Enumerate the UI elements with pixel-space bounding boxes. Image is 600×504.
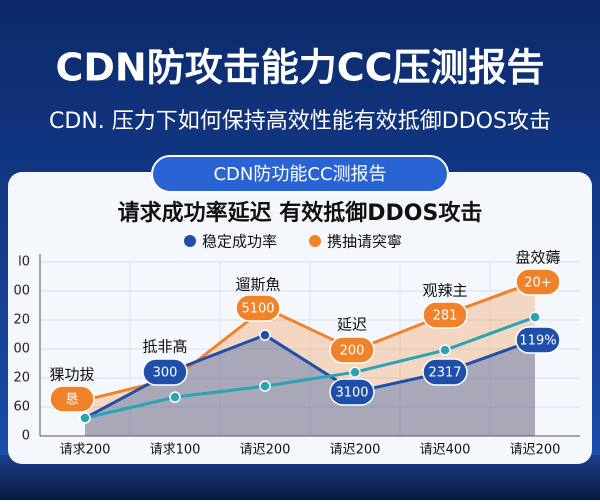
- point: [439, 344, 451, 356]
- y-tick-label: 60: [13, 400, 30, 415]
- y-tick-label: 20: [13, 313, 30, 328]
- annotation: 300: [153, 366, 178, 381]
- label-bubble: [235, 294, 281, 322]
- y-tick-label: 0: [22, 429, 30, 444]
- label-bubble: [142, 358, 188, 386]
- annotation: 恳: [65, 393, 78, 408]
- x-tick-label: 请迟400: [420, 443, 471, 458]
- y-tick-label: l0: [18, 255, 30, 270]
- line: [84, 315, 536, 420]
- badge: [151, 155, 449, 193]
- chart-title: 请求成功率延迟 有效抵御DDOS攻击: [118, 200, 483, 226]
- area: [85, 335, 535, 436]
- label-bubble: [422, 301, 468, 329]
- point: [529, 311, 541, 323]
- annotation: 200: [340, 344, 365, 359]
- x-tick-label: 请求100: [150, 443, 201, 458]
- annotation: 遛斯魚: [235, 276, 280, 294]
- annotation: 猓功拔: [49, 366, 94, 384]
- y-tick-label: 00: [13, 284, 30, 299]
- point: [349, 366, 361, 378]
- label-bubble: [49, 385, 95, 413]
- x-tick-label: 请求200: [60, 443, 111, 458]
- label-bubble: [515, 268, 561, 296]
- badge-text: CDN防功能CC测报告: [213, 164, 386, 185]
- label-bubble: [329, 378, 375, 406]
- x-tick-label: 请迟200: [240, 443, 291, 458]
- annotation: 5100: [241, 302, 274, 317]
- annotation: 抵非髙: [142, 338, 187, 356]
- subtitle: CDN. 压力下如何保持高效性能有效抵御DDOS攻击: [49, 109, 551, 134]
- y-tick-label: 20: [13, 371, 30, 386]
- annotation: 2317: [428, 366, 461, 381]
- annotation: 3100: [335, 386, 368, 401]
- point: [259, 329, 271, 341]
- legend-swatch: [309, 235, 321, 247]
- annotation: 观辣主: [422, 282, 467, 300]
- title: CDN防攻击能力CC压测报告: [55, 46, 544, 90]
- annotation: 盘效薅: [515, 249, 560, 267]
- label-bubble: [515, 326, 561, 354]
- annotation: 281: [433, 309, 458, 324]
- point: [169, 391, 181, 403]
- legend-label: 携抽请突寧: [327, 233, 402, 251]
- x-tick-label: 请迟200: [330, 443, 381, 458]
- point: [79, 412, 91, 424]
- area: [85, 281, 535, 436]
- point: [259, 380, 271, 392]
- card: [8, 172, 592, 464]
- annotation: 20+: [524, 276, 551, 291]
- annotation: 119%: [519, 334, 556, 349]
- annotation: 延迟: [337, 316, 367, 334]
- x-tick-label: 请迟200: [510, 443, 561, 458]
- legend-label: 稳定成功率: [202, 233, 277, 251]
- y-tick-label: 00: [13, 342, 30, 357]
- label-bubble: [329, 336, 375, 364]
- legend-swatch: [184, 235, 196, 247]
- label-bubble: [422, 358, 468, 386]
